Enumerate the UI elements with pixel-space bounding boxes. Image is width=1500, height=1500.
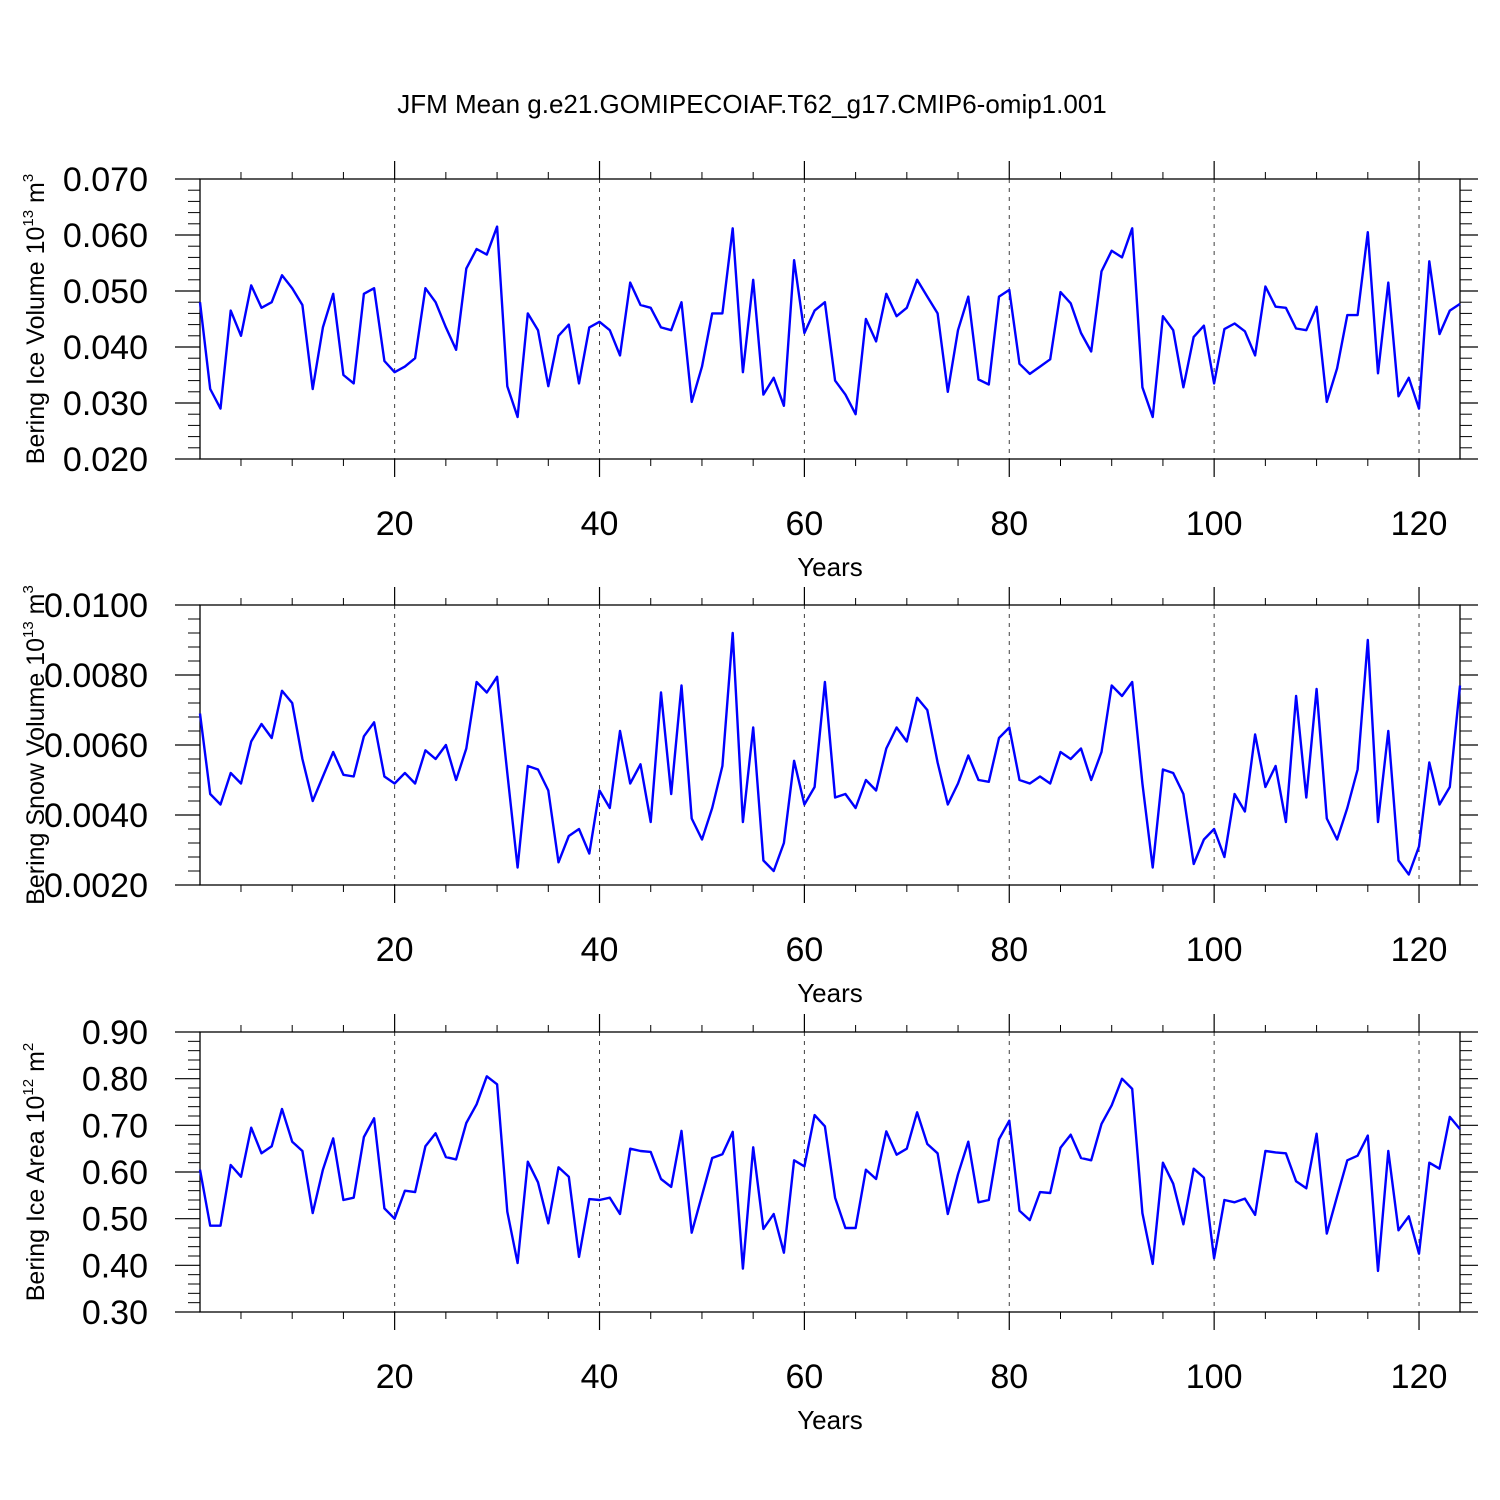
y-tick-label: 0.40 bbox=[82, 1247, 148, 1285]
y-tick-label: 0.0100 bbox=[44, 587, 148, 625]
y-axis-title-unit: m bbox=[22, 594, 50, 622]
y-tick-label: 0.50 bbox=[82, 1201, 148, 1239]
x-tick-label: 120 bbox=[1391, 1358, 1448, 1396]
plot-frame bbox=[199, 178, 1461, 460]
x-axis-title: Years bbox=[797, 552, 863, 582]
y-tick-label: 0.60 bbox=[82, 1154, 148, 1192]
y-tick-label: 0.80 bbox=[82, 1061, 148, 1099]
x-tick-label: 40 bbox=[581, 931, 619, 969]
x-axis-title: Years bbox=[797, 978, 863, 1008]
chart-panel-1: 20 40 60 80 100 120 0.020 0.030 0.040 0.050 0.060 0… bbox=[20, 161, 1478, 582]
y-axis-title-exponent: 13 bbox=[20, 210, 37, 227]
x-tick-label: 80 bbox=[990, 931, 1028, 969]
y-axis-title-unit-exponent: 2 bbox=[20, 1043, 37, 1051]
x-tick-label: 100 bbox=[1186, 1358, 1243, 1396]
y-axis-title: Bering Ice Volume 1013 m3 bbox=[20, 174, 50, 464]
y-axis-title-unit: m bbox=[22, 182, 50, 210]
x-tick-label: 40 bbox=[581, 1358, 619, 1396]
y-axis-title-text: Bering Ice Volume 10 bbox=[22, 227, 50, 465]
y-tick-label: 0.0060 bbox=[44, 727, 148, 765]
x-tick-label: 20 bbox=[376, 931, 414, 969]
y-tick-label: 0.020 bbox=[63, 441, 148, 479]
chart-panel-2: 20 40 60 80 100 120 0.0020 0.0040 0.0060 0.0080 0.… bbox=[20, 585, 1478, 1008]
x-tick-label: 20 bbox=[376, 505, 414, 543]
y-tick-label: 0.070 bbox=[63, 161, 148, 199]
x-tick-label: 100 bbox=[1186, 931, 1243, 969]
y-axis-title: Bering Ice Area 1012 m2 bbox=[20, 1043, 50, 1302]
y-tick-label: 0.30 bbox=[82, 1294, 148, 1332]
plot-frame bbox=[199, 1031, 1461, 1313]
y-tick-label: 0.70 bbox=[82, 1107, 148, 1145]
y-axis-title-text: Bering Ice Area 10 bbox=[22, 1096, 50, 1302]
y-tick-label: 0.90 bbox=[82, 1014, 148, 1052]
x-tick-label: 60 bbox=[785, 1358, 823, 1396]
y-tick-label: 0.050 bbox=[63, 273, 148, 311]
y-axis-title-unit-exponent: 3 bbox=[20, 174, 37, 182]
y-axis-title-unit-exponent: 3 bbox=[20, 585, 37, 593]
x-tick-label: 60 bbox=[785, 505, 823, 543]
x-tick-label: 80 bbox=[990, 505, 1028, 543]
x-tick-label: 20 bbox=[376, 1358, 414, 1396]
series-line bbox=[198, 1075, 1461, 1273]
x-tick-label: 100 bbox=[1186, 505, 1243, 543]
y-axis-title-unit: m bbox=[22, 1051, 50, 1079]
series-line bbox=[198, 631, 1462, 876]
plot-frame bbox=[199, 604, 1461, 886]
y-tick-label: 0.0020 bbox=[44, 867, 148, 905]
y-tick-label: 0.0080 bbox=[44, 657, 148, 695]
y-axis-title-exponent: 12 bbox=[20, 1079, 37, 1096]
y-tick-label: 0.040 bbox=[63, 329, 148, 367]
y-axis-title: Bering Snow Volume 1013 m3 bbox=[20, 585, 50, 905]
x-tick-label: 40 bbox=[581, 505, 619, 543]
panels: 20 40 60 80 100 120 0.020 0.030 0.040 0.050 0.060 0… bbox=[20, 161, 1478, 1435]
x-tick-label: 80 bbox=[990, 1358, 1028, 1396]
x-tick-label: 60 bbox=[785, 931, 823, 969]
x-tick-label: 120 bbox=[1391, 931, 1448, 969]
x-tick-label: 120 bbox=[1391, 505, 1448, 543]
y-tick-label: 0.030 bbox=[63, 385, 148, 423]
y-tick-label: 0.0040 bbox=[44, 797, 148, 835]
chart-title: JFM Mean g.e21.GOMIPECOIAF.T62_g17.CMIP6… bbox=[397, 89, 1107, 119]
y-axis-title-text: Bering Snow Volume 10 bbox=[22, 638, 50, 905]
chart-panel-3: 20 40 60 80 100 120 0.30 0.40 0.50 0.60 0.70 0.80 0.… bbox=[20, 1014, 1478, 1435]
y-axis-title-exponent: 13 bbox=[20, 621, 37, 638]
x-axis-title: Years bbox=[797, 1405, 863, 1435]
y-tick-label: 0.060 bbox=[63, 217, 148, 255]
series-line bbox=[198, 225, 1461, 419]
